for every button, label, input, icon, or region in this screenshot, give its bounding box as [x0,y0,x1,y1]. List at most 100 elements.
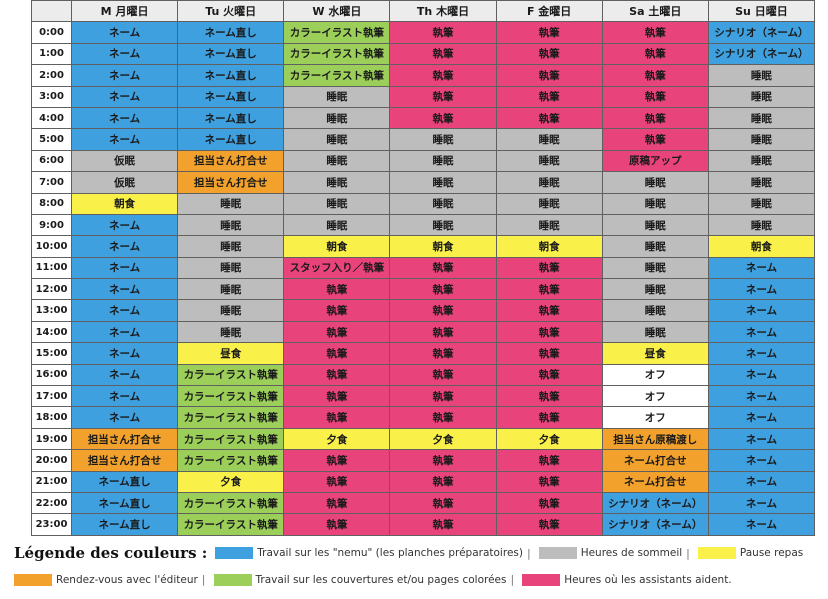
schedule-cell-tuesday: 睡眠 [177,278,285,301]
legend-separator: | [510,573,515,586]
schedule-cell-sunday: ネーム [707,406,816,429]
schedule-cell-wednesday: 執筆 [283,299,391,322]
schedule-cell-monday: 担当さん打合せ [70,449,179,472]
time-label: 3:00 [31,85,72,108]
schedule-cell-thursday: 睡眠 [389,171,497,194]
schedule-cell-saturday: ネーム打合せ [601,449,709,472]
legend-swatch-orange [14,573,52,586]
schedule-header: M 月曜日 Tu 火曜日 W 水曜日 Th 木曜日 F 金曜日 Sa 土曜日 S… [31,0,816,23]
legend-line-2: Rendez-vous avec l'éditeur | Travail sur… [14,573,736,586]
schedule-cell-wednesday: カラーイラスト執筆 [283,42,391,66]
schedule-cell-wednesday: 執筆 [283,470,391,493]
schedule-row: 18:00 ネーム カラーイラスト執筆 執筆 執筆 執筆 オフ ネーム [31,406,816,429]
schedule-cell-saturday: 睡眠 [601,299,709,322]
time-label: 13:00 [31,299,72,322]
schedule-row: 5:00 ネーム ネーム直し 睡眠 睡眠 睡眠 執筆 睡眠 [31,128,816,151]
legend-separator: | [686,546,690,560]
schedule-cell-friday: 執筆 [495,64,603,87]
time-label: 6:00 [31,149,72,173]
schedule-cell-thursday: 執筆 [389,64,497,87]
schedule-cell-friday: 執筆 [495,513,603,536]
schedule-cell-monday: ネーム [70,213,179,237]
schedule-cell-wednesday: 朝食 [283,235,391,258]
schedule-cell-saturday: オフ [601,385,709,408]
legend-swatch-gray [538,547,577,559]
schedule-cell-wednesday: 睡眠 [283,192,391,215]
schedule-cell-sunday: ネーム [707,385,816,408]
schedule-cell-thursday: 執筆 [389,256,497,280]
time-label: 10:00 [31,235,72,258]
schedule-row: 17:00 ネーム カラーイラスト執筆 執筆 執筆 執筆 オフ ネーム [31,385,816,408]
schedule-cell-saturday: 睡眠 [601,213,709,237]
schedule-row: 23:00 ネーム直し カラーイラスト執筆 執筆 執筆 執筆 シナリオ（ネーム） ネーム [31,513,816,536]
schedule-cell-friday: 睡眠 [495,213,603,237]
schedule-cell-friday: 朝食 [495,235,603,258]
schedule-cell-wednesday: 夕食 [283,427,391,451]
schedule-row: 1:00 ネーム ネーム直し カラーイラスト執筆 執筆 執筆 執筆 シナリオ（ネーム） [31,42,816,66]
schedule-cell-tuesday: ネーム直し [177,106,285,130]
schedule-cell-tuesday: カラーイラスト執筆 [177,491,285,515]
legend-swatch-yellow [697,547,736,559]
schedule-cell-sunday: ネーム [707,320,816,344]
schedule-cell-monday: 担当さん打合せ [70,427,179,451]
schedule-cell-sunday: ネーム [707,470,816,493]
time-label: 9:00 [31,213,72,237]
time-label: 5:00 [31,128,72,151]
schedule-cell-saturday: オフ [601,363,709,387]
schedule-cell-monday: 仮眠 [70,149,179,173]
schedule-cell-friday: 執筆 [495,256,603,280]
schedule-cell-wednesday: 執筆 [283,406,391,429]
schedule-cell-friday: 夕食 [495,427,603,451]
schedule-cell-sunday: ネーム [707,513,816,536]
time-label: 16:00 [31,363,72,387]
schedule-cell-thursday: 執筆 [389,106,497,130]
schedule-cell-monday: ネーム [70,106,179,130]
schedule-cell-tuesday: カラーイラスト執筆 [177,427,285,451]
schedule-cell-sunday: ネーム [707,278,816,301]
legend-label-meal: Pause repas [739,547,804,559]
schedule-cell-sunday: 睡眠 [707,171,816,194]
schedule-row: 9:00 ネーム 睡眠 睡眠 睡眠 睡眠 睡眠 睡眠 [31,213,816,237]
schedule-cell-saturday: 執筆 [601,128,709,151]
schedule-cell-friday: 執筆 [495,42,603,66]
schedule-cell-monday: ネーム [70,278,179,301]
schedule-row: 4:00 ネーム ネーム直し 睡眠 執筆 執筆 執筆 睡眠 [31,106,816,130]
schedule-cell-friday: 執筆 [495,470,603,493]
schedule-row: 10:00 ネーム 睡眠 朝食 朝食 朝食 睡眠 朝食 [31,235,816,258]
schedule-cell-wednesday: 執筆 [283,320,391,344]
time-label: 14:00 [31,320,72,344]
schedule-cell-monday: ネーム [70,85,179,108]
time-label: 23:00 [31,513,72,536]
schedule-cell-tuesday: ネーム直し [177,128,285,151]
schedule-cell-tuesday: ネーム直し [177,64,285,87]
schedule-cell-sunday: ネーム [707,449,816,472]
schedule-cell-friday: 執筆 [495,491,603,515]
schedule-cell-tuesday: 夕食 [177,470,285,493]
schedule-cell-sunday: 睡眠 [707,149,816,173]
schedule-cell-wednesday: 睡眠 [283,128,391,151]
schedule-cell-wednesday: カラーイラスト執筆 [283,64,391,87]
schedule-cell-friday: 睡眠 [495,192,603,215]
schedule-cell-saturday: シナリオ（ネーム） [601,491,709,515]
schedule-cell-friday: 執筆 [495,21,603,44]
schedule-cell-friday: 執筆 [495,106,603,130]
schedule-cell-monday: 朝食 [70,192,179,215]
schedule-cell-monday: ネーム [70,42,179,66]
legend-separator: | [201,573,206,586]
time-label: 15:00 [31,342,72,365]
time-label: 0:00 [31,21,72,44]
day-header-monday: M 月曜日 [70,0,179,23]
time-label: 17:00 [31,385,72,408]
schedule-cell-monday: ネーム [70,385,179,408]
schedule-cell-tuesday: カラーイラスト執筆 [177,363,285,387]
time-label: 19:00 [31,427,72,451]
schedule-cell-thursday: 執筆 [389,406,497,429]
schedule-cell-wednesday: 執筆 [283,342,391,365]
schedule-row: 20:00 担当さん打合せ カラーイラスト執筆 執筆 執筆 執筆 ネーム打合せ ネーム [31,449,816,472]
schedule-cell-sunday: 睡眠 [707,192,816,215]
schedule-cell-wednesday: 睡眠 [283,85,391,108]
schedule-cell-saturday: 睡眠 [601,278,709,301]
schedule-cell-friday: 睡眠 [495,128,603,151]
schedule-cell-thursday: 執筆 [389,385,497,408]
time-label: 4:00 [31,106,72,130]
